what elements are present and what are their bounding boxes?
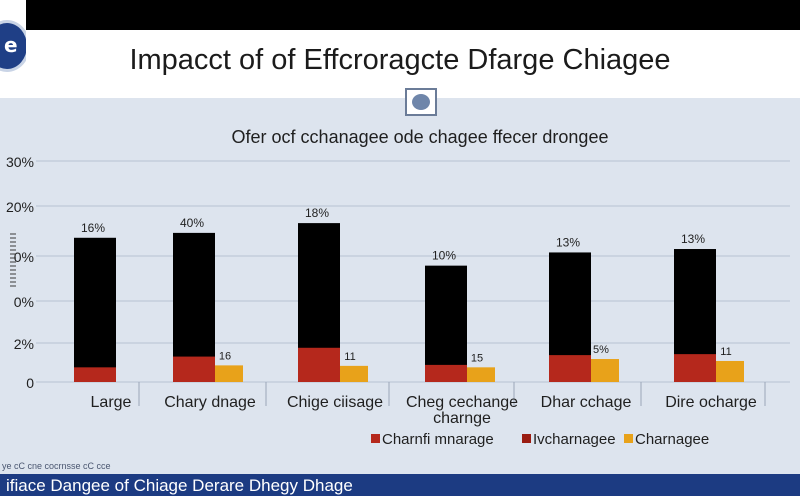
grid-lines: [36, 160, 790, 406]
logo-area: e: [0, 0, 30, 98]
data-label: 5%: [593, 344, 609, 356]
footer-text: ifiace Dangee of Chiage Derare Dhegy Dha…: [6, 476, 353, 495]
data-label: 40%: [180, 216, 204, 230]
legend-swatch: [522, 434, 531, 443]
y-tick-label: 20%: [6, 199, 34, 215]
window-icon: [405, 88, 437, 116]
data-label: 13%: [556, 235, 580, 249]
bar-red: [74, 367, 116, 382]
category-label: Chige ciisage: [287, 394, 383, 411]
footer-bar: ifiace Dangee of Chiage Derare Dhegy Dha…: [0, 474, 800, 496]
bar-orange: [467, 367, 495, 382]
y-tick-label: 2%: [14, 336, 34, 352]
data-label: 16: [219, 350, 231, 362]
y-axis-ticks: 0 2% 0% 0% 20% 30%: [6, 154, 34, 391]
data-label: 15: [471, 352, 483, 364]
category-label: Dhar cchage: [541, 394, 632, 411]
legend-label: Charnfi mnarage: [382, 431, 494, 448]
category-labels: Large Chary dnage Chige ciisage Cheg cechan…: [91, 394, 757, 427]
bar-orange: [215, 365, 243, 382]
legend-swatch: [371, 434, 380, 443]
legend-label: Ivcharnagee: [533, 431, 616, 448]
category-label: Large: [91, 394, 132, 411]
data-label: 16%: [81, 221, 105, 235]
y-tick-label: 0%: [14, 249, 34, 265]
y-tick-label: 30%: [6, 154, 34, 170]
data-label: 18%: [305, 206, 329, 220]
category-label: Chary dnage: [164, 394, 256, 411]
bar-red: [674, 354, 716, 382]
data-labels: 16% 40% 16 18% 11 10% 15 13% 5% 13% 11: [81, 206, 732, 364]
data-label: 13%: [681, 232, 705, 246]
chart-legend: Charnfi mnarage Ivcharnagee Charnagee: [371, 431, 709, 448]
data-label: 10%: [432, 249, 456, 263]
footer-note: ye cC cne cocrnsse cC cce: [2, 461, 111, 471]
bar-orange: [591, 359, 619, 382]
legend-label: Charnagee: [635, 431, 709, 448]
bar-black: [74, 237, 116, 382]
y-tick-label: 0: [26, 375, 34, 391]
category-label: charnge: [433, 410, 491, 427]
title-band: [26, 30, 800, 98]
bar-chart: Ofer ocf cchanagee ode chagee ffecer dro…: [6, 127, 790, 448]
category-label: Dire ocharge: [665, 394, 757, 411]
bar-red: [173, 356, 215, 382]
bar-red: [549, 355, 591, 382]
legend-swatch: [624, 434, 633, 443]
logo-mark: e: [4, 33, 18, 57]
data-label: 11: [720, 346, 731, 358]
category-label: Cheg cechange: [406, 394, 518, 411]
data-label: 11: [344, 351, 355, 363]
bar-orange: [716, 360, 744, 382]
bar-black: [425, 265, 467, 382]
y-tick-label: 0%: [14, 294, 34, 310]
bar-red: [425, 364, 467, 382]
page-title: Impacct of of Effcroragcte Dfarge Chiage…: [129, 44, 671, 76]
bars: [74, 223, 744, 382]
chart-subtitle: Ofer ocf cchanagee ode chagee ffecer dro…: [232, 127, 609, 147]
bar-orange: [340, 365, 368, 382]
bar-red: [298, 347, 340, 382]
